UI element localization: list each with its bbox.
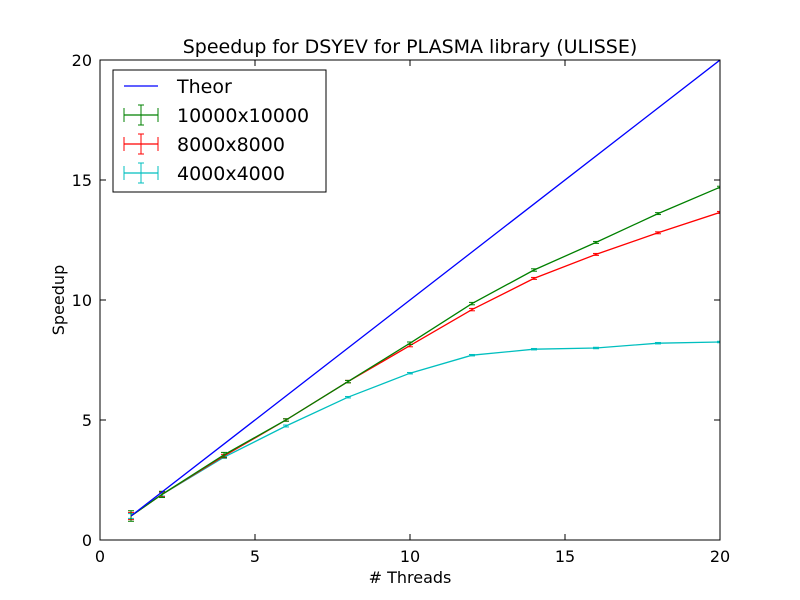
error-bar xyxy=(469,301,475,306)
x-axis-title: # Threads xyxy=(369,568,452,587)
error-bar xyxy=(655,212,661,216)
series-4000x4000 xyxy=(128,340,720,519)
axis-ticks: 0 5 10 15 20 0 5 10 15 20 xyxy=(72,51,731,566)
legend-label: 8000x8000 xyxy=(177,134,285,156)
legend-label: 4000x4000 xyxy=(177,163,285,185)
error-bar xyxy=(469,307,475,312)
error-bar xyxy=(593,240,599,244)
series-line xyxy=(130,60,720,517)
x-tick-label: 5 xyxy=(250,547,260,566)
error-bar xyxy=(531,347,537,351)
plot-area xyxy=(128,60,720,522)
x-tick-label: 0 xyxy=(95,547,105,566)
series-Theor xyxy=(130,60,720,517)
chart-title: Speedup for DSYEV for PLASMA library (UL… xyxy=(183,36,638,58)
legend-label: Theor xyxy=(176,76,232,98)
error-bar xyxy=(283,418,289,422)
error-bar xyxy=(531,268,537,272)
error-bar xyxy=(593,346,599,350)
error-bar xyxy=(407,371,413,375)
x-tick-label: 10 xyxy=(400,547,420,566)
legend: Theor 10000x10000 8000x8000 4000x4000 xyxy=(112,69,327,193)
series-8000x8000 xyxy=(128,210,720,521)
series-10000x10000 xyxy=(128,185,720,522)
legend-entry: 4000x4000 xyxy=(123,162,285,185)
legend-box xyxy=(112,69,327,193)
x-tick-label: 20 xyxy=(710,547,730,566)
error-bar xyxy=(407,341,413,345)
error-bar xyxy=(531,276,537,280)
series-line xyxy=(130,341,720,517)
y-tick-label: 15 xyxy=(72,171,92,190)
y-tick-label: 0 xyxy=(82,531,92,550)
error-bar xyxy=(221,451,227,458)
y-tick-label: 10 xyxy=(72,291,92,310)
y-tick-label: 20 xyxy=(72,51,92,70)
legend-label: 10000x10000 xyxy=(177,105,309,127)
error-bar xyxy=(283,424,289,428)
x-tick-label: 15 xyxy=(555,547,575,566)
series-line xyxy=(130,186,720,517)
error-bar xyxy=(717,210,720,214)
legend-entry: 10000x10000 xyxy=(123,104,309,127)
error-bar xyxy=(345,379,351,384)
error-bar xyxy=(469,353,475,357)
series-line xyxy=(130,211,720,517)
error-bar xyxy=(717,185,720,189)
legend-entry: Theor xyxy=(124,76,232,98)
error-bar xyxy=(655,341,661,345)
error-bar xyxy=(593,252,599,256)
error-bar xyxy=(717,340,720,344)
y-axis-title: Speedup xyxy=(49,265,68,335)
y-tick-label: 5 xyxy=(82,411,92,430)
legend-entry: 8000x8000 xyxy=(123,133,285,156)
error-bar xyxy=(345,395,351,399)
error-bar xyxy=(655,231,661,235)
